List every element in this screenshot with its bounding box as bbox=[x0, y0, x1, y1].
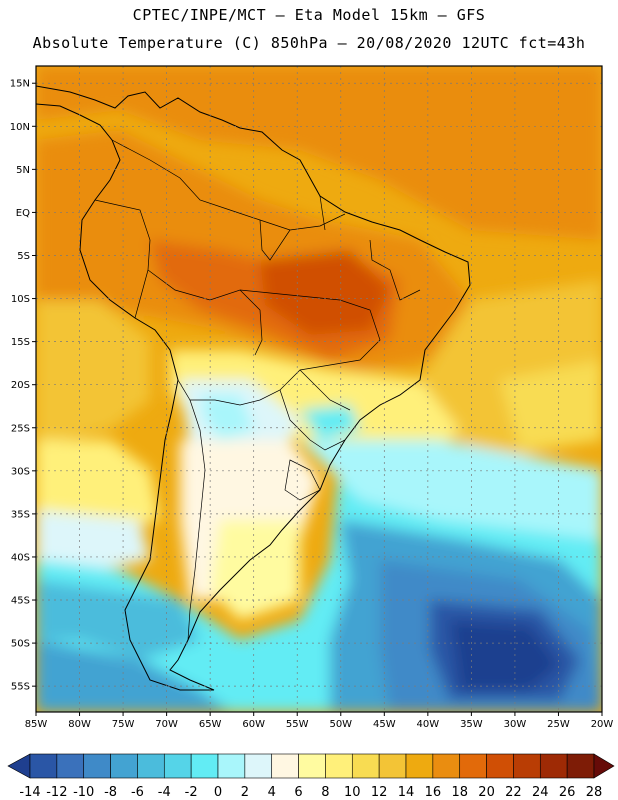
lat-tick-label: 45S bbox=[11, 596, 30, 607]
colorbar-label: 24 bbox=[532, 785, 549, 800]
colorbar-label: 18 bbox=[451, 785, 468, 800]
colorbar-swatch bbox=[271, 753, 299, 779]
lat-tick-label: EQ bbox=[16, 208, 30, 219]
colorbar-swatch bbox=[513, 753, 541, 779]
lon-tick-label: 55W bbox=[286, 719, 309, 730]
colorbar-swatch bbox=[217, 753, 246, 779]
colorbar-label: -10 bbox=[73, 785, 94, 800]
colorbar-swatch bbox=[83, 753, 111, 779]
colorbar-swatch bbox=[405, 753, 434, 779]
lat-tick-label: 5N bbox=[16, 165, 30, 176]
temperature-field bbox=[36, 66, 602, 712]
colorbar-label: -4 bbox=[158, 785, 171, 800]
lat-tick-label: 25S bbox=[11, 423, 30, 434]
longitude-axis: 85W 80W 75W 70W 65W 60W 55W 50W 45W 40W 35W 30W 25W 2… bbox=[25, 712, 614, 730]
lon-tick-label: 35W bbox=[460, 719, 483, 730]
colorbar-label: 20 bbox=[478, 785, 495, 800]
lon-tick-label: 85W bbox=[25, 719, 48, 730]
colorbar-label: 0 bbox=[214, 785, 222, 800]
lon-tick-label: 30W bbox=[504, 719, 527, 730]
color-scale-bar bbox=[7, 753, 615, 779]
lon-tick-label: 45W bbox=[373, 719, 396, 730]
colorbar-swatch bbox=[459, 753, 487, 779]
colorbar-label: 6 bbox=[294, 785, 302, 800]
colorbar-swatch bbox=[56, 753, 85, 779]
colorbar-swatch bbox=[29, 753, 58, 779]
lat-tick-label: 30S bbox=[11, 466, 30, 477]
lat-tick-label: 40S bbox=[11, 552, 30, 563]
country-borders bbox=[94, 139, 421, 641]
colorbar-swatch bbox=[163, 753, 192, 779]
colorbar-label: -2 bbox=[185, 785, 198, 800]
colorbar-swatch bbox=[351, 753, 380, 779]
model-title: CPTEC/INPE/MCT – Eta Model 15km – GFS bbox=[132, 6, 486, 24]
colorbar-swatch bbox=[110, 753, 138, 779]
coastline-outline bbox=[36, 85, 471, 691]
colorbar-label: 10 bbox=[344, 785, 361, 800]
lon-tick-label: 60W bbox=[242, 719, 265, 730]
lat-tick-label: 10S bbox=[11, 294, 30, 305]
colorbar-swatch bbox=[566, 753, 595, 779]
colorbar-label: 12 bbox=[371, 785, 388, 800]
colorbar-label: 2 bbox=[241, 785, 249, 800]
map-frame bbox=[35, 65, 603, 713]
colorbar-swatch bbox=[539, 753, 568, 779]
lat-lon-grid bbox=[36, 66, 602, 712]
lon-tick-label: 75W bbox=[112, 719, 135, 730]
colorbar-label: 26 bbox=[559, 785, 576, 800]
lon-tick-label: 40W bbox=[417, 719, 440, 730]
colorbar-swatch bbox=[244, 753, 273, 779]
lat-tick-label: 10N bbox=[10, 122, 30, 133]
colorbar-swatch bbox=[432, 753, 461, 779]
colorbar-arrow-high bbox=[593, 753, 615, 779]
colorbar-swatch bbox=[298, 753, 326, 779]
colorbar-label: 28 bbox=[586, 785, 603, 800]
lon-tick-label: 70W bbox=[155, 719, 178, 730]
colorbar-label: 22 bbox=[505, 785, 522, 800]
lon-tick-label: 25W bbox=[547, 719, 570, 730]
lat-tick-label: 15S bbox=[11, 337, 30, 348]
colorbar-swatch bbox=[325, 753, 353, 779]
colorbar-swatch bbox=[378, 753, 407, 779]
colorbar-arrow-low bbox=[7, 753, 31, 779]
colorbar-label: -12 bbox=[46, 785, 67, 800]
lat-tick-label: 50S bbox=[11, 639, 30, 650]
colorbar-label: 16 bbox=[425, 785, 442, 800]
lon-tick-label: 20W bbox=[591, 719, 614, 730]
lon-tick-label: 80W bbox=[68, 719, 91, 730]
colorbar-label: 4 bbox=[268, 785, 276, 800]
lat-tick-label: 35S bbox=[11, 509, 30, 520]
colorbar-label: 8 bbox=[321, 785, 329, 800]
lat-tick-label: 55S bbox=[11, 682, 30, 693]
latitude-axis: 15N 10N 5N EQ 5S 10S 15S 20S 25S 30S 35S 40S 45S 50S 5… bbox=[10, 79, 36, 693]
field-title: Absolute Temperature (C) 850hPa – 20/08/… bbox=[32, 34, 586, 52]
colorbar-label: -14 bbox=[19, 785, 40, 800]
colorbar-label: -6 bbox=[131, 785, 144, 800]
colorbar-label: -8 bbox=[104, 785, 117, 800]
colorbar-label: 14 bbox=[398, 785, 415, 800]
lon-tick-label: 65W bbox=[199, 719, 222, 730]
lat-tick-label: 20S bbox=[11, 380, 30, 391]
colorbar-swatch bbox=[486, 753, 514, 779]
lat-tick-label: 15N bbox=[10, 79, 30, 90]
lat-tick-label: 5S bbox=[17, 251, 30, 262]
colorbar-swatch bbox=[137, 753, 165, 779]
colorbar-swatch bbox=[190, 753, 219, 779]
color-scale-labels: -14 -12 -10 -8 -6 -4 -2 0 2 4 6 8 10 12 14 16 18 20 22 24 26… bbox=[19, 785, 602, 800]
lon-tick-label: 50W bbox=[329, 719, 352, 730]
